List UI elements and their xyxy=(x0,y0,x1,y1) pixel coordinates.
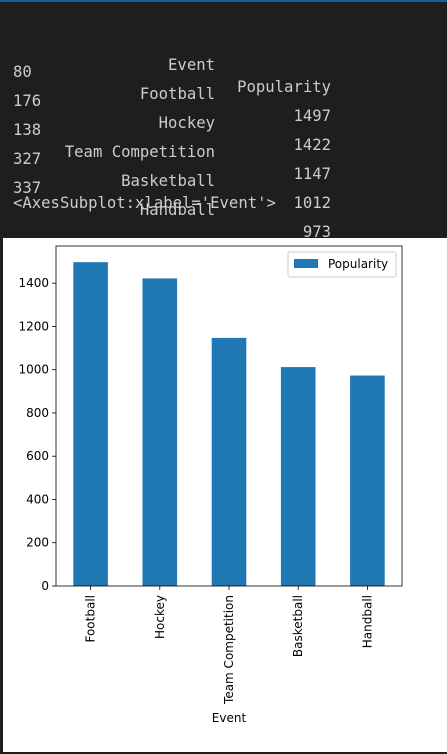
bar-hockey xyxy=(142,278,178,586)
legend-label: Popularity xyxy=(328,257,388,271)
table-row: 176 Hockey 1422 xyxy=(0,68,447,154)
legend-box xyxy=(287,251,397,278)
table-row: 327 Basketball 1012 xyxy=(0,126,447,212)
y-tick-label: 400 xyxy=(26,492,49,506)
row-event: Team Competition xyxy=(64,143,215,161)
popularity-header: Popularity xyxy=(237,78,331,96)
y-tick-label: 1000 xyxy=(18,363,49,377)
y-tick-label: 600 xyxy=(26,449,49,463)
row-popularity: 973 xyxy=(302,223,331,241)
x-tick-label: Team Competition xyxy=(222,595,236,705)
row-index: 176 xyxy=(13,92,42,110)
row-event: Football xyxy=(139,85,215,103)
row-popularity: 1422 xyxy=(293,136,331,154)
bar-chart: 0 200 400 600 800 1000 1200 1400 Football Hockey T… xyxy=(18,245,403,725)
row-event: Hockey xyxy=(158,114,215,132)
x-axis-label: Event xyxy=(212,711,247,725)
table-row: 138 Team Competition 1147 xyxy=(0,97,447,183)
y-tick-label: 1400 xyxy=(18,276,49,290)
row-index: 80 xyxy=(13,63,32,81)
bar-basketball xyxy=(280,367,316,586)
row-index: 138 xyxy=(13,121,42,139)
cell-output: Event Popularity 80 Football 1497 176 Ho… xyxy=(0,2,447,241)
table-row: 337 Handball 973 xyxy=(0,155,447,241)
x-tick-label: Football xyxy=(84,595,98,643)
y-tick-label: 200 xyxy=(26,536,49,550)
event-header: Event xyxy=(168,56,215,74)
row-popularity: 1147 xyxy=(293,165,331,183)
row-event: Handball xyxy=(139,201,215,219)
cell-focus-border xyxy=(0,0,447,2)
y-tick-label: 800 xyxy=(26,406,49,420)
table-header: Event Popularity xyxy=(0,10,447,96)
row-event: Basketball xyxy=(121,172,215,190)
row-popularity: 1497 xyxy=(293,107,331,125)
bar-team-competition xyxy=(211,337,247,586)
x-tick-label: Hockey xyxy=(153,595,167,639)
bar-handball xyxy=(350,375,385,586)
y-tick-label: 0 xyxy=(41,579,49,593)
legend-swatch xyxy=(294,259,318,268)
axes-repr-text: <AxesSubplot:xlabel='Event'> xyxy=(13,194,276,212)
x-tick-label: Handball xyxy=(360,595,374,648)
row-index: 337 xyxy=(13,179,42,197)
bar-chart-figure: 0 200 400 600 800 1000 1200 1400 Football Hockey T… xyxy=(3,238,447,752)
y-tick-label: 1200 xyxy=(18,319,49,333)
bar-football xyxy=(73,262,108,586)
row-index: 327 xyxy=(13,150,42,168)
x-tick-label: Basketball xyxy=(291,595,305,657)
table-row: 80 Football 1497 xyxy=(0,39,447,125)
row-popularity: 1012 xyxy=(293,194,331,212)
